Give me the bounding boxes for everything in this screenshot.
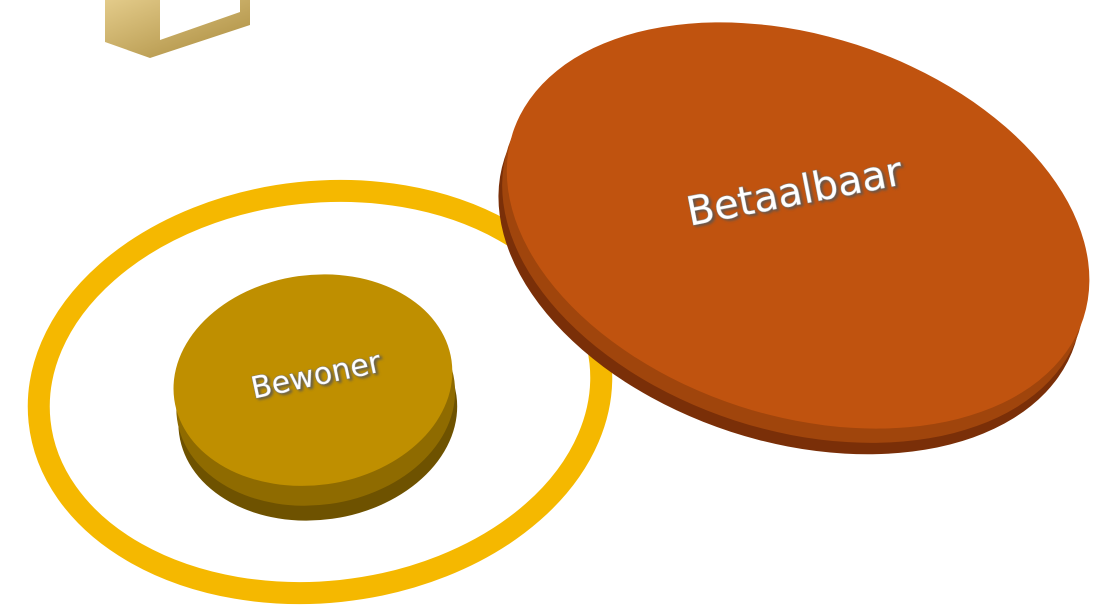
logo [105,0,250,58]
diagram: Betaalbaar Bewoner [0,0,1099,610]
betaalbaar-disc [446,0,1099,525]
bewoner-disc [160,257,471,539]
